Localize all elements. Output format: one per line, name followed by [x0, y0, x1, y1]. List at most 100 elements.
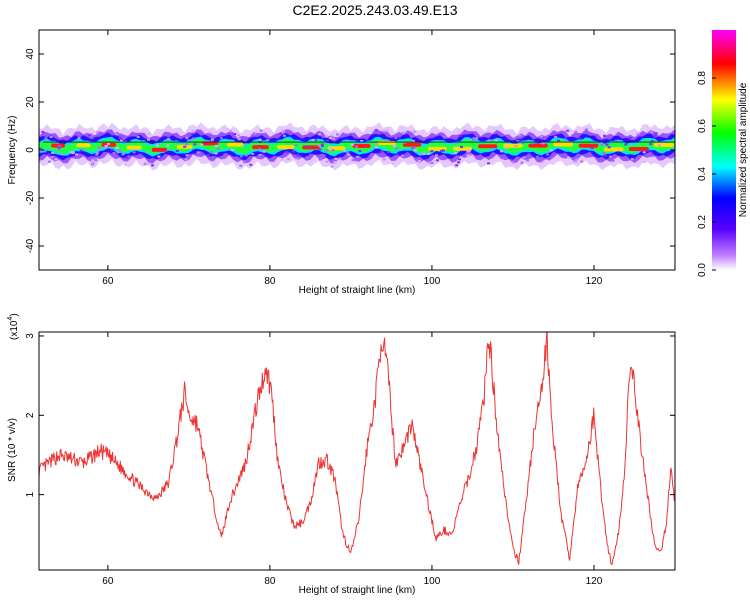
spectral-speckle — [472, 137, 476, 140]
x-tick-label: 60 — [102, 276, 114, 287]
spectral-speckle — [467, 149, 471, 152]
spectral-speckle — [573, 160, 577, 163]
spectral-speckle — [191, 137, 195, 140]
colorbar-tick-label: 0.0 — [697, 263, 708, 277]
spectral-speckle — [115, 147, 119, 149]
x-tick-label: 60 — [102, 576, 114, 587]
snr-x-axis: 60 80 100 120 — [102, 332, 603, 587]
spectral-speckle — [409, 135, 413, 138]
colorbar: 0.0 0.2 0.4 0.6 0.8 Normalized spectral ampl… — [697, 30, 749, 277]
spectral-speckle — [258, 154, 262, 156]
spectral-speckle — [567, 156, 570, 159]
spectral-speckle — [266, 139, 270, 142]
spectral-speckle — [487, 162, 491, 165]
spectral-speckle — [291, 150, 295, 153]
spectral-speckle — [237, 134, 241, 137]
spectral-speckle — [545, 153, 549, 156]
spectral-speckle — [184, 158, 188, 161]
spectral-speckle — [578, 137, 582, 140]
spectral-peak — [503, 143, 523, 148]
y-tick-label: 3 — [25, 333, 36, 339]
spectral-speckle — [95, 153, 99, 156]
spectral-speckle — [91, 163, 94, 166]
spectral-speckle — [115, 132, 119, 134]
spectral-speckle — [350, 143, 354, 146]
spectral-speckle — [628, 137, 632, 140]
spectral-speckle — [343, 149, 346, 152]
spectral-speckle — [380, 150, 384, 153]
spectral-speckle — [175, 150, 179, 152]
spectral-speckle — [521, 142, 525, 145]
spectral-speckle — [329, 147, 333, 150]
spectral-speckle — [650, 140, 654, 143]
spectral-speckle — [458, 158, 461, 161]
spectral-speckle — [642, 151, 646, 154]
spectral-speckle — [609, 155, 612, 158]
spectral-speckle — [317, 144, 321, 147]
spectral-speckle — [282, 134, 286, 137]
spectral-speckle — [94, 159, 98, 162]
spectral-speckle — [91, 161, 95, 164]
spectral-speckle — [453, 152, 457, 155]
spectral-speckle — [385, 129, 389, 132]
spectral-speckle — [495, 139, 498, 142]
spectral-speckle — [657, 144, 661, 147]
spectral-speckle — [396, 153, 400, 156]
spectral-speckle — [143, 162, 147, 165]
spectral-speckle — [435, 154, 438, 157]
spectral-speckle — [605, 143, 609, 146]
snr-series-line — [39, 332, 675, 565]
spectral-speckle — [607, 146, 611, 149]
spectral-speckle — [475, 137, 479, 140]
spectral-speckle — [487, 139, 491, 142]
snr-multiplier-close: ) — [9, 313, 20, 316]
spectral-speckle — [191, 130, 195, 132]
spectral-speckle — [353, 160, 357, 163]
spectral-speckle — [466, 154, 470, 157]
spectral-speckle — [259, 129, 263, 132]
spectral-speckle — [295, 157, 299, 160]
spectral-speckle — [216, 147, 220, 150]
spectral-speckle — [285, 151, 289, 154]
spectral-speckle — [440, 149, 443, 152]
spectral-speckle — [646, 153, 650, 156]
spectral-speckle — [514, 145, 518, 147]
snr-multiplier-label: (x104) — [7, 313, 20, 340]
spectral-speckle — [97, 146, 101, 149]
spectral-peak — [226, 142, 244, 147]
spectral-speckle — [459, 134, 462, 137]
spectral-speckle — [124, 163, 128, 166]
spectral-speckle — [653, 134, 657, 137]
spectral-speckle — [325, 135, 329, 138]
spectral-speckle — [412, 140, 415, 143]
spectral-speckle — [226, 128, 230, 131]
spectral-peak — [453, 146, 473, 151]
spectral-speckle — [89, 133, 93, 136]
spectral-speckle — [61, 153, 65, 156]
spectral-peak — [252, 145, 269, 150]
spectral-speckle — [504, 146, 508, 149]
spectral-speckle — [107, 143, 111, 145]
y-tick-label: -40 — [25, 238, 36, 253]
spectral-speckle — [526, 159, 530, 162]
spectral-peak — [427, 146, 447, 151]
spectral-speckle — [422, 152, 426, 155]
spectral-peak — [628, 146, 649, 151]
spectral-speckle — [575, 158, 579, 161]
y-tick-label: 0 — [25, 147, 36, 153]
spectral-peak — [478, 144, 498, 149]
spectral-speckle — [643, 161, 647, 163]
spectral-peak — [402, 142, 422, 147]
spectral-speckle — [354, 145, 358, 148]
spectral-speckle — [331, 137, 335, 140]
spectral-speckle — [39, 147, 43, 150]
y-tick-label: -20 — [25, 190, 36, 205]
spectral-speckle — [325, 149, 329, 152]
spectral-speckle — [380, 132, 384, 135]
spectral-speckle — [147, 132, 151, 135]
spectral-speckle — [392, 145, 396, 148]
spectral-speckle — [244, 154, 248, 157]
spectral-speckle — [200, 143, 204, 146]
spectral-speckle — [330, 134, 334, 137]
spectral-speckle — [360, 140, 364, 142]
